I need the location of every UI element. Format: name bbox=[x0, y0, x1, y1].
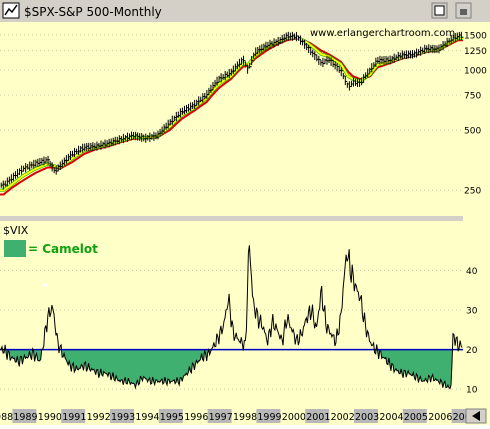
year-label: 1997 bbox=[209, 412, 233, 423]
camelot-area bbox=[33, 349, 42, 362]
year-label: 1998 bbox=[233, 412, 257, 423]
year-highlight bbox=[110, 409, 134, 423]
year-label: 2003 bbox=[355, 412, 379, 423]
vix-tick-label: 10 bbox=[466, 386, 478, 396]
title-bar bbox=[0, 0, 490, 22]
vix-tick-label: 40 bbox=[466, 267, 478, 277]
year-label: 1988 bbox=[0, 412, 13, 423]
year-highlight bbox=[61, 409, 86, 423]
year-label: 2001 bbox=[306, 412, 330, 423]
spx-tick-label: 1000 bbox=[464, 67, 487, 77]
window-control-icon-2[interactable] bbox=[455, 2, 472, 19]
price-axis-area bbox=[463, 22, 490, 407]
year-highlight bbox=[158, 409, 183, 423]
spx-price-bars bbox=[0, 31, 464, 190]
watermark: www.erlangerchartroom.com bbox=[310, 28, 455, 39]
window-control-icon[interactable] bbox=[431, 2, 448, 19]
year-label: 2006 bbox=[428, 412, 452, 423]
year-highlight bbox=[402, 409, 427, 423]
year-highlight bbox=[305, 409, 330, 423]
spx-tick-label: 500 bbox=[464, 127, 481, 137]
vix-tick-label: 30 bbox=[466, 307, 478, 317]
year-label: 1992 bbox=[87, 412, 111, 423]
year-highlight bbox=[354, 409, 378, 423]
year-label: 1991 bbox=[62, 412, 86, 423]
year-label: 2000 bbox=[282, 412, 306, 423]
vix-line bbox=[0, 245, 463, 390]
year-label: 1999 bbox=[257, 412, 281, 423]
year-label: 1989 bbox=[13, 412, 37, 423]
spx-tick-label: 1500 bbox=[464, 31, 487, 41]
camelot-legend: = Camelot bbox=[28, 242, 98, 256]
vix-title: $VIX bbox=[3, 224, 29, 237]
spx-tick-label: 750 bbox=[464, 91, 481, 101]
year-highlight bbox=[256, 409, 281, 423]
window-title: $SPX-S&P 500-Monthly bbox=[24, 5, 162, 19]
panel-divider[interactable] bbox=[0, 216, 490, 221]
spx-tick-label: 1250 bbox=[464, 47, 487, 57]
spx-slow-moving-average bbox=[0, 37, 463, 196]
year-label: 1994 bbox=[135, 412, 159, 423]
marker-dot bbox=[43, 283, 47, 287]
camelot-area bbox=[62, 349, 211, 388]
year-label: 2007 bbox=[453, 412, 477, 423]
year-label: 2002 bbox=[331, 412, 355, 423]
year-label: 1996 bbox=[184, 412, 208, 423]
chart-scroll-arrow[interactable] bbox=[465, 408, 487, 424]
camelot-swatch bbox=[4, 240, 26, 257]
year-highlight bbox=[207, 409, 232, 423]
chart-window-icon[interactable] bbox=[2, 2, 20, 19]
time-axis-labels: 1988198919901991199219931994199519961997… bbox=[0, 409, 477, 423]
year-label: 1990 bbox=[38, 412, 62, 423]
year-label: 1993 bbox=[111, 412, 135, 423]
year-label: 1995 bbox=[160, 412, 184, 423]
spx-axis-labels: 250 500 750 1000 1250 1500 bbox=[464, 31, 487, 196]
year-label: 2005 bbox=[404, 412, 428, 423]
spx-plot-area bbox=[0, 22, 463, 216]
camelot-area bbox=[6, 349, 32, 367]
vix-plot-area bbox=[0, 221, 463, 407]
vix-axis-labels: 10 20 30 40 bbox=[466, 267, 478, 396]
vix-tick-label: 20 bbox=[466, 346, 478, 356]
year-label: 2004 bbox=[379, 412, 403, 423]
spx-tick-label: 250 bbox=[464, 187, 481, 197]
year-highlight bbox=[12, 409, 37, 423]
